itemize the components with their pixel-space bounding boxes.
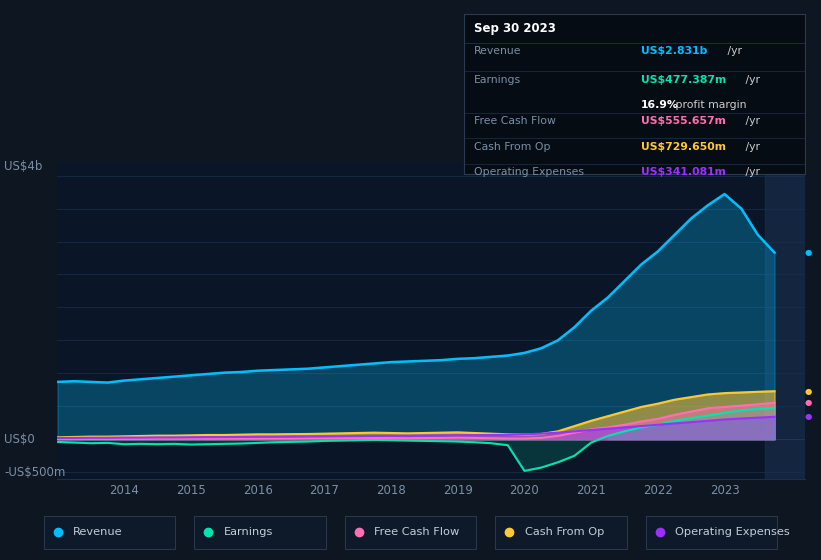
Text: Revenue: Revenue — [73, 528, 123, 537]
Text: ●: ● — [805, 248, 812, 257]
Text: 16.9%: 16.9% — [641, 100, 679, 110]
Text: -US$500m: -US$500m — [4, 466, 66, 479]
Text: US$555.657m: US$555.657m — [641, 116, 726, 126]
Text: ●: ● — [805, 412, 812, 421]
Text: /yr: /yr — [724, 46, 742, 56]
Text: /yr: /yr — [742, 74, 760, 85]
Text: US$4b: US$4b — [4, 160, 43, 173]
Text: Cash From Op: Cash From Op — [474, 142, 551, 152]
Text: Free Cash Flow: Free Cash Flow — [374, 528, 460, 537]
Bar — [764, 162, 805, 479]
Text: ●: ● — [805, 398, 812, 407]
Text: US$341.081m: US$341.081m — [641, 167, 726, 177]
Text: /yr: /yr — [742, 142, 760, 152]
FancyBboxPatch shape — [345, 516, 476, 549]
FancyBboxPatch shape — [44, 516, 175, 549]
Text: US$729.650m: US$729.650m — [641, 142, 726, 152]
Text: ●: ● — [805, 387, 812, 396]
FancyBboxPatch shape — [646, 516, 777, 549]
FancyBboxPatch shape — [195, 516, 326, 549]
Text: Sep 30 2023: Sep 30 2023 — [474, 22, 556, 35]
Text: Revenue: Revenue — [474, 46, 521, 56]
FancyBboxPatch shape — [495, 516, 626, 549]
Text: /yr: /yr — [742, 116, 760, 126]
Text: Earnings: Earnings — [224, 528, 273, 537]
Text: Cash From Op: Cash From Op — [525, 528, 604, 537]
Text: US$0: US$0 — [4, 433, 34, 446]
Text: US$2.831b: US$2.831b — [641, 46, 708, 56]
Text: profit margin: profit margin — [672, 100, 746, 110]
Text: Operating Expenses: Operating Expenses — [474, 167, 584, 177]
Text: Operating Expenses: Operating Expenses — [675, 528, 790, 537]
Text: Free Cash Flow: Free Cash Flow — [474, 116, 556, 126]
Text: Earnings: Earnings — [474, 74, 521, 85]
Text: /yr: /yr — [742, 167, 760, 177]
Text: US$477.387m: US$477.387m — [641, 74, 727, 85]
